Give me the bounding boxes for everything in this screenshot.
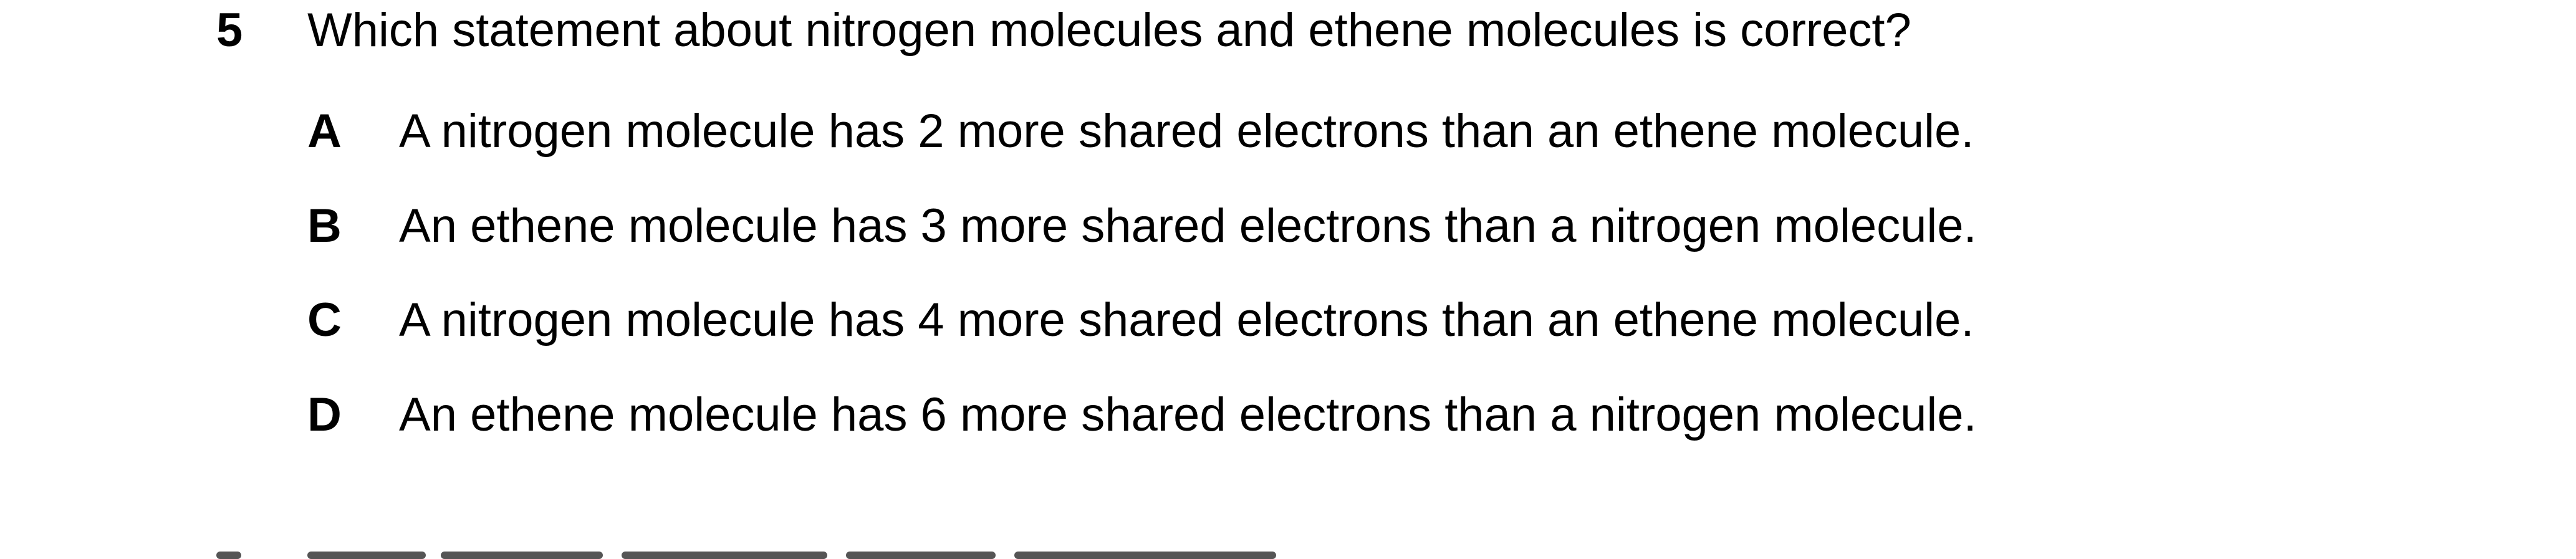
option-letter: D (307, 388, 342, 441)
next-question-cropped-text (216, 545, 1276, 559)
option-text: An ethene molecule has 3 more shared ele… (399, 199, 1977, 252)
option-letter: C (307, 294, 342, 346)
option-letter: B (307, 199, 342, 252)
option-text: An ethene molecule has 6 more shared ele… (399, 388, 1977, 441)
option-letter: A (307, 105, 342, 158)
option-text: A nitrogen molecule has 2 more shared el… (399, 105, 1974, 158)
question-number: 5 (216, 4, 243, 57)
option-text: A nitrogen molecule has 4 more shared el… (399, 294, 1974, 346)
question-stem: Which statement about nitrogen molecules… (307, 4, 1911, 57)
